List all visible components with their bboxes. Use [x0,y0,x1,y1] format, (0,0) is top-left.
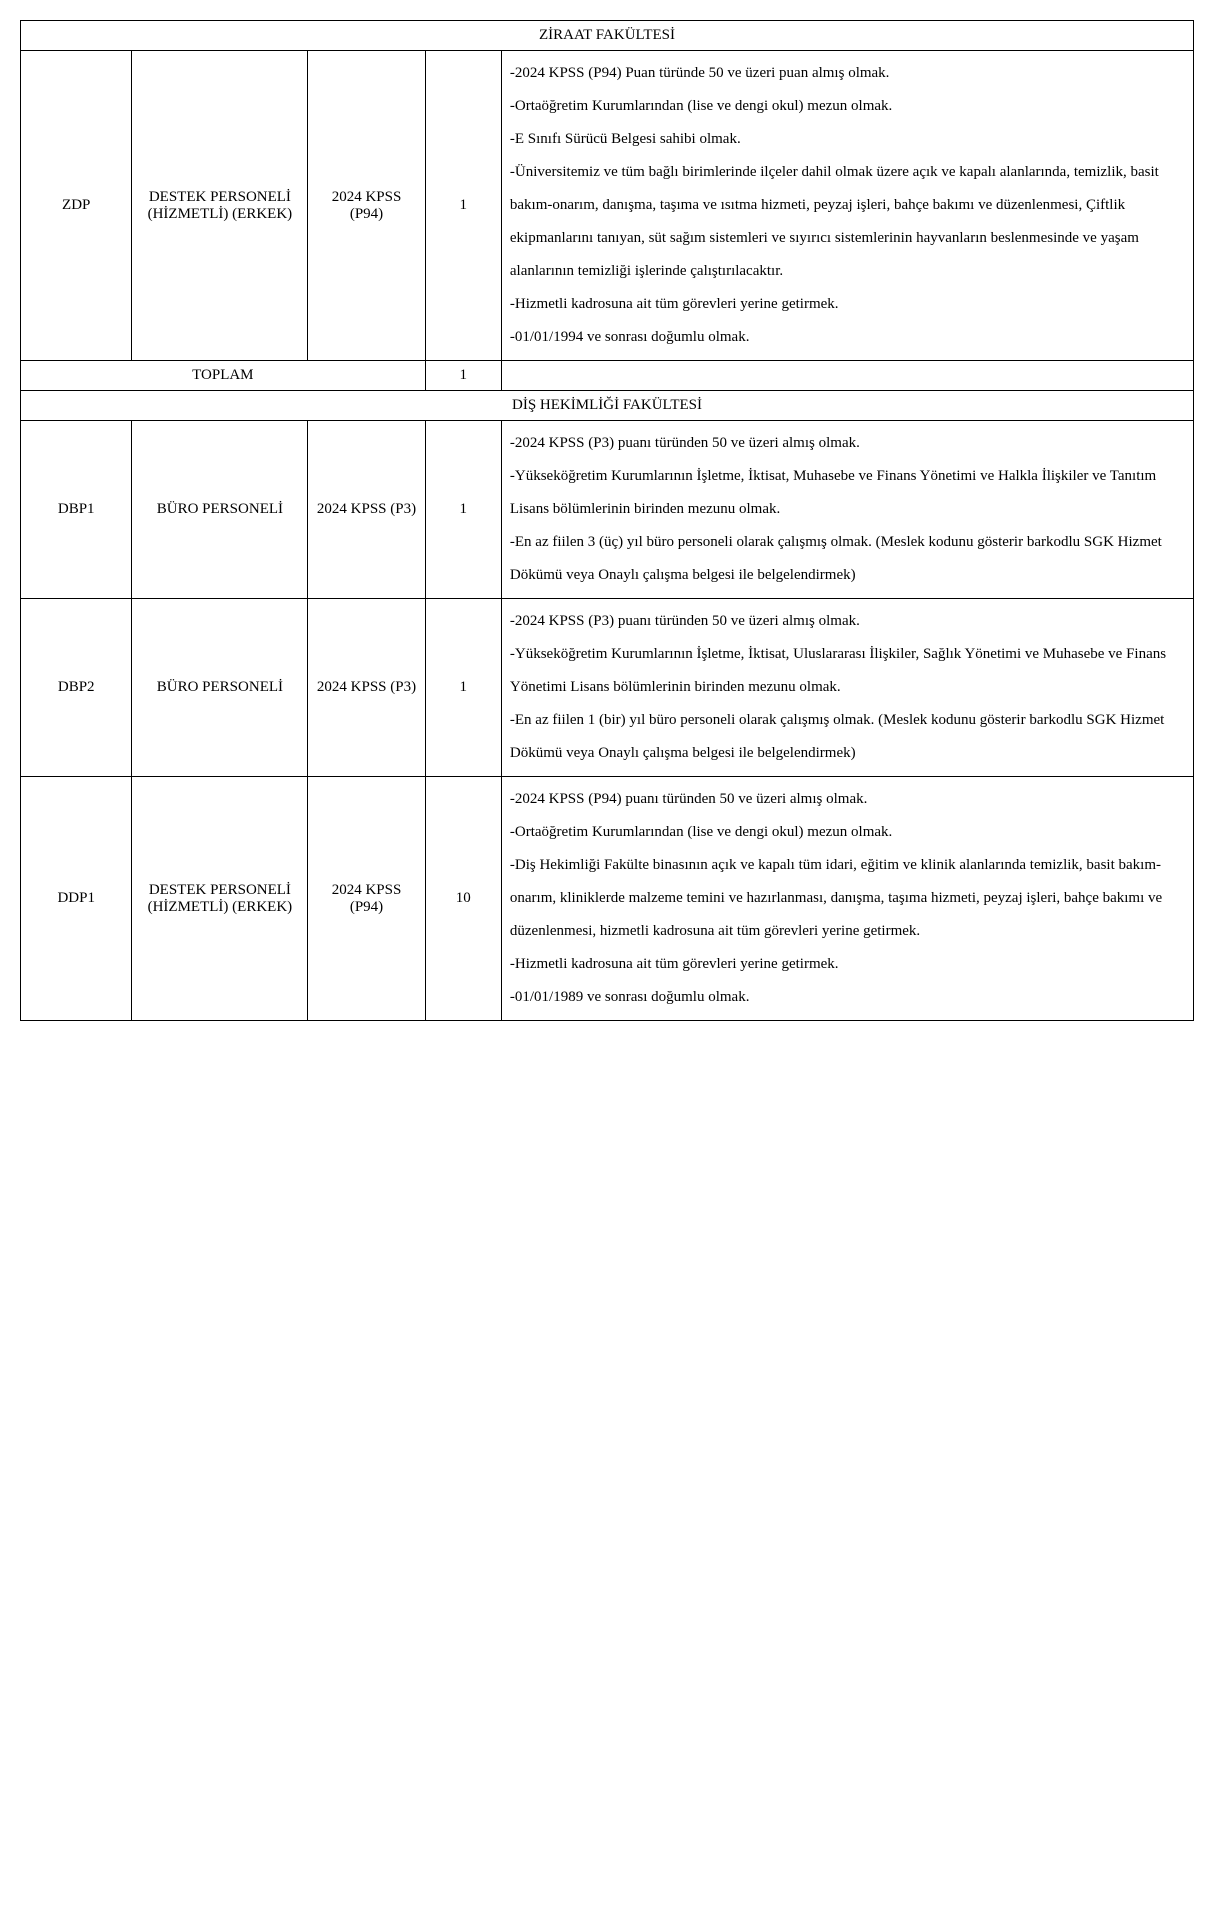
position-code: DBP1 [21,421,132,599]
total-count: 1 [425,361,501,391]
requirements: -2024 KPSS (P94) Puan türünde 50 ve üzer… [501,51,1193,361]
total-empty [501,361,1193,391]
exam-type: 2024 KPSS (P94) [308,777,425,1021]
exam-type: 2024 KPSS (P94) [308,51,425,361]
total-row: TOPLAM1 [21,361,1194,391]
table-row: DBP2BÜRO PERSONELİ2024 KPSS (P3)1-2024 K… [21,599,1194,777]
position-code: DBP2 [21,599,132,777]
table-row: ZDPDESTEK PERSONELİ (HİZMETLİ) (ERKEK)20… [21,51,1194,361]
position-code: DDP1 [21,777,132,1021]
exam-type: 2024 KPSS (P3) [308,599,425,777]
section-header-row: DİŞ HEKİMLİĞİ FAKÜLTESİ [21,391,1194,421]
position-title: DESTEK PERSONELİ (HİZMETLİ) (ERKEK) [132,777,308,1021]
position-title: BÜRO PERSONELİ [132,421,308,599]
position-count: 1 [425,599,501,777]
requirements: -2024 KPSS (P3) puanı türünden 50 ve üze… [501,599,1193,777]
section-title: ZİRAAT FAKÜLTESİ [21,21,1194,51]
requirements: -2024 KPSS (P94) puanı türünden 50 ve üz… [501,777,1193,1021]
requirements: -2024 KPSS (P3) puanı türünden 50 ve üze… [501,421,1193,599]
exam-type: 2024 KPSS (P3) [308,421,425,599]
positions-table: ZİRAAT FAKÜLTESİZDPDESTEK PERSONELİ (HİZ… [20,20,1194,1021]
position-count: 1 [425,51,501,361]
section-header-row: ZİRAAT FAKÜLTESİ [21,21,1194,51]
position-title: BÜRO PERSONELİ [132,599,308,777]
position-code: ZDP [21,51,132,361]
position-count: 10 [425,777,501,1021]
total-label: TOPLAM [21,361,426,391]
position-title: DESTEK PERSONELİ (HİZMETLİ) (ERKEK) [132,51,308,361]
section-title: DİŞ HEKİMLİĞİ FAKÜLTESİ [21,391,1194,421]
table-row: DBP1BÜRO PERSONELİ2024 KPSS (P3)1-2024 K… [21,421,1194,599]
table-row: DDP1DESTEK PERSONELİ (HİZMETLİ) (ERKEK)2… [21,777,1194,1021]
position-count: 1 [425,421,501,599]
